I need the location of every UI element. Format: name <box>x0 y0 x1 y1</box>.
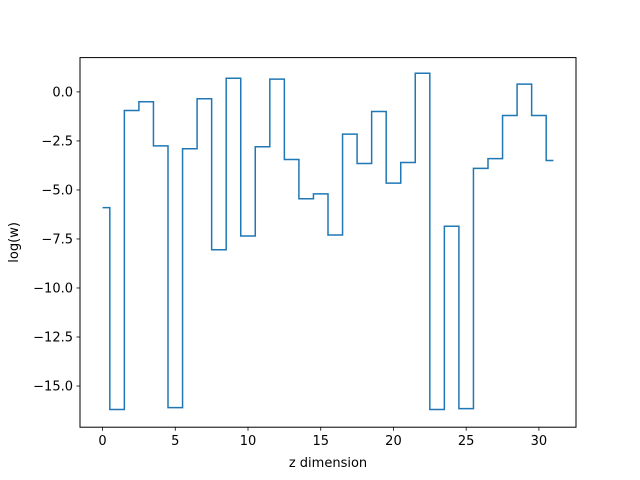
x-tick-label: 0 <box>98 434 106 449</box>
axes-frame <box>79 57 577 428</box>
y-tick-label: −7.5 <box>41 232 73 247</box>
x-tick-label: 20 <box>385 434 402 449</box>
x-tick-label: 15 <box>312 434 329 449</box>
x-tick-label: 25 <box>458 434 475 449</box>
x-tick-label: 30 <box>531 434 548 449</box>
x-tick-label: 10 <box>240 434 257 449</box>
series-line-1 <box>102 72 554 411</box>
y-axis-ticks: 0.0 −2.5 −5.0 −7.5 −10.0 −12.5 −15.0 <box>33 85 80 395</box>
x-axis-label: z dimension <box>289 456 367 471</box>
y-tick-label: −5.0 <box>41 183 73 198</box>
y-axis-label: log(w) <box>7 222 22 263</box>
y-tick-label: −12.5 <box>33 331 73 346</box>
x-axis-ticks: 0 5 10 15 20 25 30 <box>98 427 547 449</box>
y-tick-label: −2.5 <box>41 134 73 149</box>
plot-layer <box>102 72 554 411</box>
y-tick-label: 0.0 <box>52 85 73 100</box>
y-tick-label: −15.0 <box>33 380 73 395</box>
y-tick-label: −10.0 <box>33 281 73 296</box>
x-tick-label: 5 <box>171 434 179 449</box>
